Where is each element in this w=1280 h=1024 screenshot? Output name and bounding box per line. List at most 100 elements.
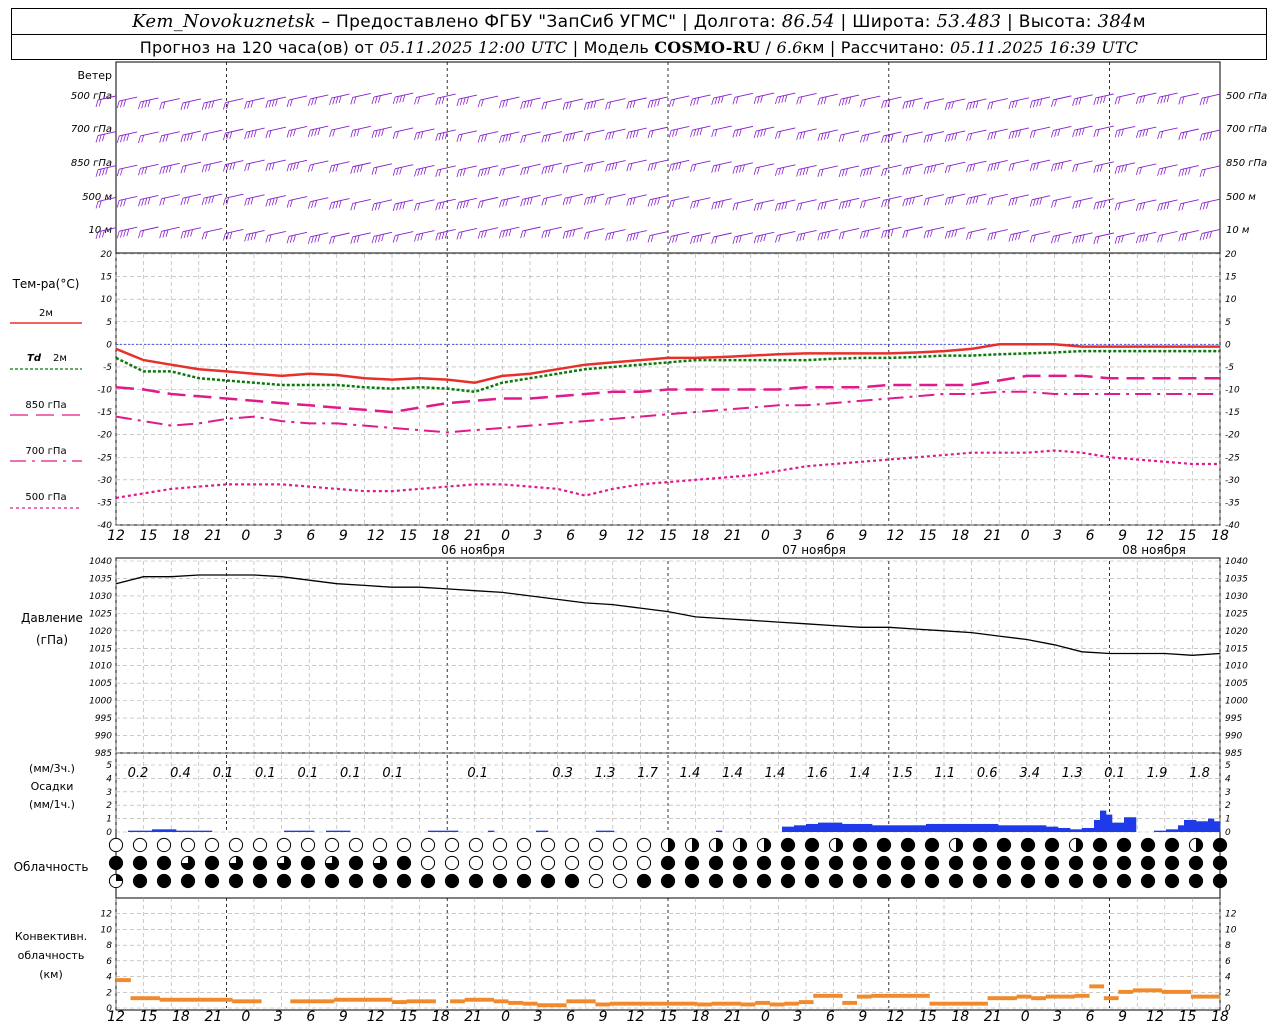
wind-barb <box>947 98 966 104</box>
cloud-symbol <box>468 873 484 889</box>
wind-feather <box>499 200 502 208</box>
wind-feather <box>605 198 608 206</box>
wind-feather <box>459 201 463 209</box>
wind-feather <box>632 197 636 205</box>
conv-bar <box>885 993 901 998</box>
precip-bar <box>1124 817 1131 832</box>
precip-bar <box>296 830 303 832</box>
wind-feather <box>1039 98 1043 106</box>
wind-feather <box>484 230 487 238</box>
wind-barb <box>692 197 711 203</box>
conv-ytick-right: 4 <box>1225 973 1231 983</box>
wind-feather <box>923 135 927 143</box>
cloud-symbol-part <box>325 856 339 870</box>
wind-feather <box>668 164 672 172</box>
wind-feather <box>753 236 757 244</box>
wind-feather <box>116 200 120 208</box>
wind-feather <box>1014 197 1018 205</box>
wind-feather <box>126 228 130 237</box>
wind-barb <box>246 159 265 165</box>
wind-feather <box>778 131 781 139</box>
cloud-symbol <box>900 837 916 853</box>
wind-feather <box>265 100 269 109</box>
precip-bar <box>188 830 195 832</box>
conv-ytick-right: 2 <box>1225 988 1231 998</box>
wind-feather <box>993 232 997 240</box>
wind-feather <box>1199 233 1203 241</box>
cloud-symbol <box>276 837 292 853</box>
wind-feather <box>1184 232 1188 241</box>
wind-feather <box>253 232 257 240</box>
temp-line-0 <box>115 343 1220 384</box>
x-tick-label-bottom: 3 <box>1053 1009 1062 1024</box>
temp-ytick-right: -20 <box>1225 431 1240 441</box>
wind-barb <box>925 194 945 200</box>
wind-barb <box>1010 194 1030 200</box>
wind-barb <box>1201 93 1221 99</box>
cloud-symbol <box>804 855 820 871</box>
wind-feather <box>138 135 141 144</box>
pressure-ytick-left: 995 <box>95 714 112 724</box>
precip-bar <box>806 823 813 832</box>
cloud-symbol <box>996 837 1012 853</box>
wind-feather <box>98 134 102 142</box>
wind-feather <box>1075 98 1079 106</box>
wind-feather <box>529 99 533 107</box>
wind-feather <box>735 129 739 137</box>
wind-feather <box>732 97 736 105</box>
wind-feather <box>120 199 123 207</box>
wind-feather <box>138 168 141 176</box>
wind-barb <box>564 193 584 199</box>
wind-feather <box>972 101 976 109</box>
wind-feather <box>423 167 427 175</box>
wind-feather <box>141 167 145 175</box>
wind-feather <box>753 96 757 105</box>
wind-feather <box>1072 98 1075 106</box>
wind-feather <box>1093 129 1097 138</box>
wind-feather <box>1142 129 1146 137</box>
x-tick-label: 15 <box>399 528 417 544</box>
wind-barb <box>352 232 371 238</box>
issued-time: 05.11.2025 12:00 UTC <box>379 38 568 57</box>
wind-level-left: 850 гПа <box>71 158 112 169</box>
precip-bar <box>338 830 345 832</box>
wind-feather <box>845 168 848 176</box>
convective-cloud-bars <box>116 978 1221 1008</box>
cloud-symbol <box>924 837 940 853</box>
wind-feather <box>926 197 930 205</box>
wind-barb <box>373 163 393 169</box>
wind-feather <box>647 163 651 172</box>
wind-barb <box>947 161 966 167</box>
wind-feather <box>289 235 293 243</box>
cloud-symbol <box>564 855 580 871</box>
wind-feather <box>253 129 257 138</box>
conv-bar <box>856 994 872 999</box>
temp-line-3 <box>115 390 1220 434</box>
altitude-value: 384 <box>1097 11 1133 32</box>
wind-barb <box>204 228 223 233</box>
wind-feather <box>1199 169 1203 178</box>
precip-unit-3h: (мм/3ч.) <box>29 762 75 775</box>
wind-feather <box>268 198 272 207</box>
conv-bar <box>944 1001 959 1006</box>
wind-barb <box>1138 163 1157 169</box>
conv-ytick-left: 8 <box>106 941 112 951</box>
precip-bar <box>302 830 309 832</box>
wind-feather <box>123 198 127 207</box>
wind-feather <box>1072 236 1075 244</box>
cloud-symbol <box>516 855 532 871</box>
precip-bar <box>1028 825 1035 832</box>
wind-feather <box>523 101 527 109</box>
wind-barb <box>395 127 414 133</box>
wind-feather <box>693 129 697 137</box>
temp-ytick-right: -10 <box>1225 386 1240 396</box>
wind-feather <box>502 230 505 238</box>
wind-feather <box>944 102 948 111</box>
wind-feather <box>1135 167 1139 175</box>
cloud-symbol <box>876 873 892 889</box>
wind-feather <box>265 163 269 172</box>
x-tick-label-bottom: 3 <box>274 1009 283 1024</box>
cloud-symbol <box>108 837 124 853</box>
wind-feather <box>211 195 215 204</box>
wind-feather <box>317 127 321 136</box>
